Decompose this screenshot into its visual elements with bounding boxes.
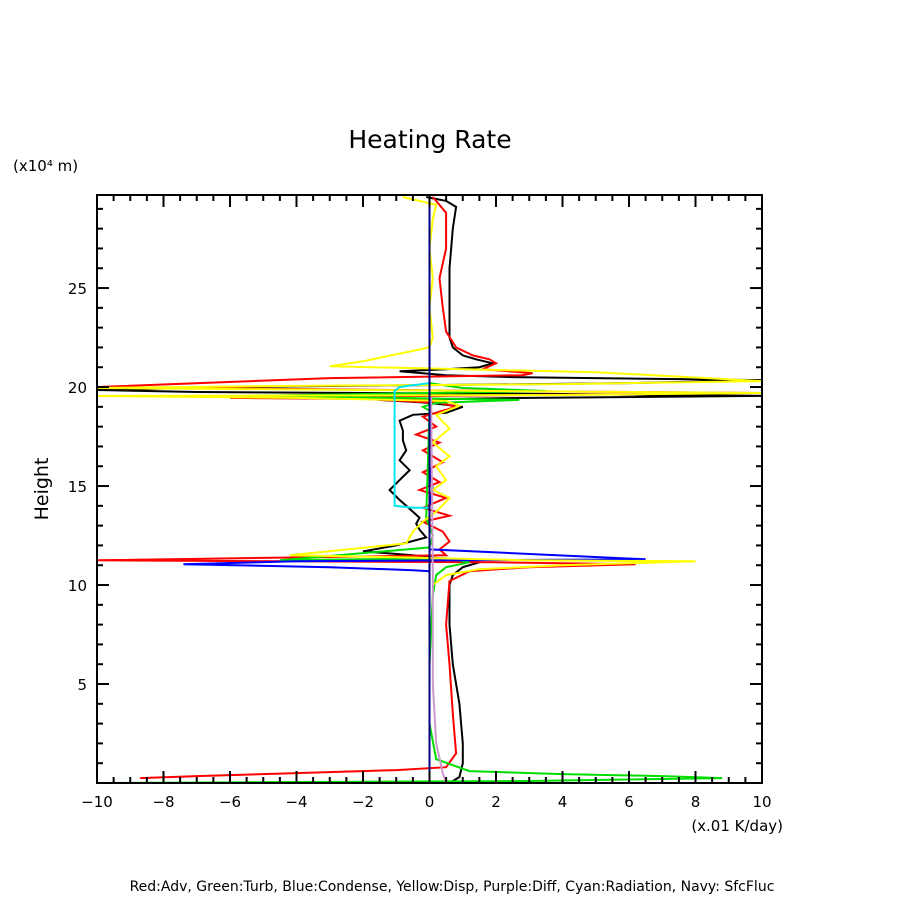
series-layer (96, 195, 763, 784)
x-axis-label: (x.01 K/day) (691, 817, 783, 835)
series-adv (96, 196, 763, 780)
y-axis-label: Height (31, 458, 53, 521)
x-tick-label: 4 (558, 793, 568, 811)
y-tick-label: 5 (77, 676, 87, 694)
series-sfcfluc (428, 195, 762, 784)
tick-labels: −10 −8 −6 −4 −2 0 2 4 6 8 10 5 10 15 20 25 (68, 280, 772, 811)
x-tick-label: −4 (285, 793, 307, 811)
x-tick-label: −8 (152, 793, 174, 811)
x-tick-label: 8 (691, 793, 701, 811)
y-tick-label: 15 (68, 478, 87, 496)
y-tick-label: 25 (68, 280, 87, 298)
y-tick-label: 20 (68, 379, 87, 397)
plot-frame (96, 194, 763, 784)
x-tick-label: 10 (752, 793, 771, 811)
chart-title: Heating Rate (348, 125, 511, 154)
series-condense (183, 387, 646, 783)
x-tick-label: 6 (624, 793, 634, 811)
x-tick-label: −6 (219, 793, 241, 811)
legend-text: Red:Adv, Green:Turb, Blue:Condense, Yell… (130, 879, 775, 895)
y-unit-label: (x10⁴ m) (13, 157, 78, 175)
x-tick-label: 0 (425, 793, 435, 811)
series-radiation (393, 382, 430, 509)
x-tick-label: 2 (491, 793, 501, 811)
series-turb (96, 382, 723, 784)
x-tick-label: −2 (352, 793, 374, 811)
series-diff (430, 396, 448, 784)
y-tick-label: 10 (68, 577, 87, 595)
x-tick-label: −10 (81, 793, 113, 811)
